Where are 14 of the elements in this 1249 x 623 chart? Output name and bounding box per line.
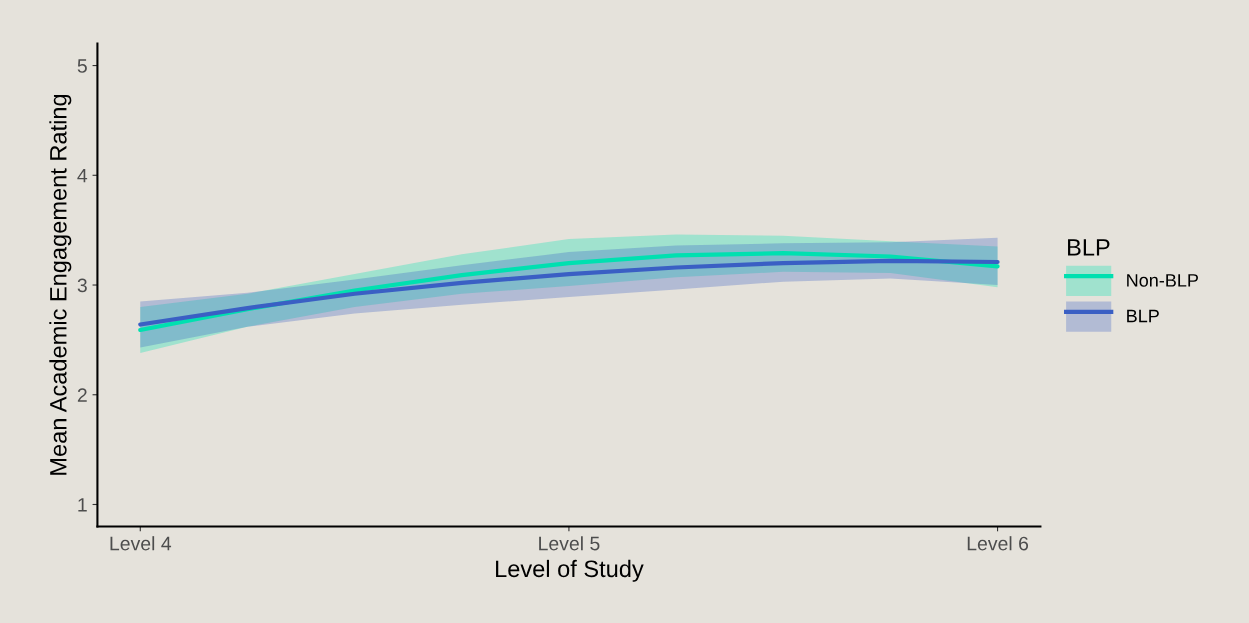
y-tick-label: 4 bbox=[77, 168, 88, 183]
x-tick-label: Level 6 bbox=[967, 536, 1029, 551]
y-tick-label: 3 bbox=[77, 278, 87, 293]
legend-label: BLP bbox=[1127, 309, 1159, 323]
y-axis-title: Mean Academic Engagement Rating bbox=[49, 94, 72, 475]
x-axis-title: Level of Study bbox=[496, 559, 644, 582]
line-series bbox=[138, 258, 1000, 327]
y-tick-label: 5 bbox=[77, 59, 87, 73]
y-tick-label: 1 bbox=[78, 498, 87, 512]
x-tick-label: Level 5 bbox=[539, 536, 600, 551]
legend-title: BLP bbox=[1068, 239, 1110, 256]
y-tick-label: 2 bbox=[77, 388, 87, 402]
legend-label: Non-BLP bbox=[1127, 274, 1198, 287]
x-tick-label: Level 4 bbox=[110, 536, 172, 551]
